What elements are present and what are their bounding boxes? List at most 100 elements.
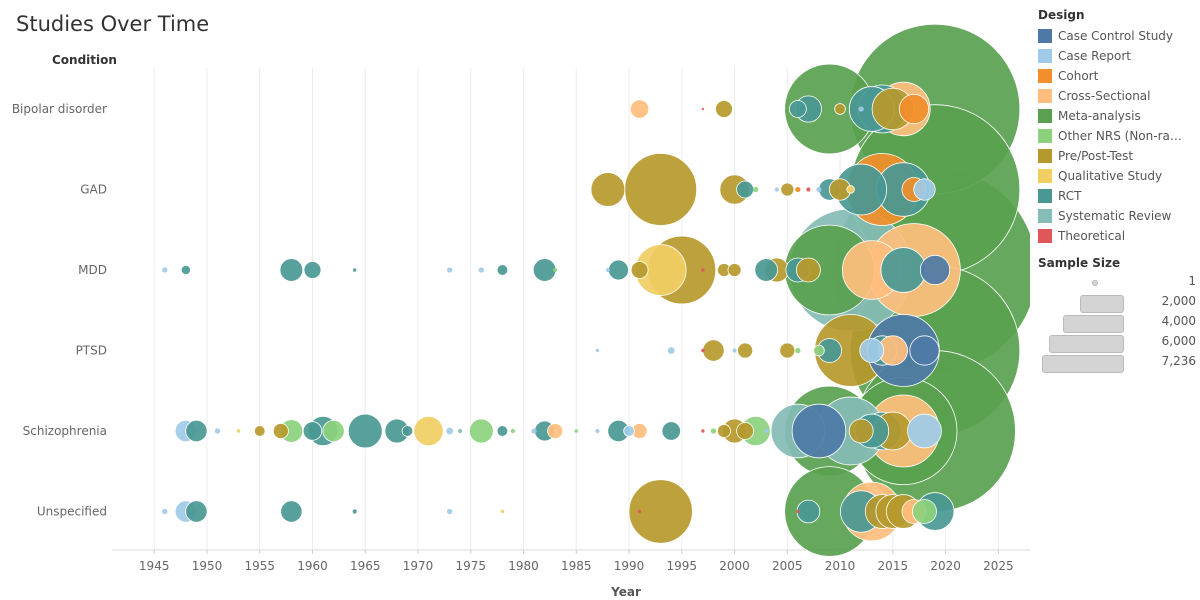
legend-item[interactable]: Systematic Review — [1038, 206, 1198, 226]
data-point — [919, 254, 951, 286]
data-point — [608, 259, 629, 281]
legend-item[interactable]: Theoretical — [1038, 226, 1198, 246]
x-tick-label: 1990 — [614, 559, 645, 573]
x-tick-label: 1970 — [403, 559, 434, 573]
data-point — [446, 508, 453, 515]
data-point — [302, 421, 323, 441]
legend-swatch — [1038, 209, 1052, 223]
scatter-plot: 1945 1950 1955 1960 1965 1970 1975 1980 1985 1990… — [12, 23, 1030, 599]
x-tick-label: 1945 — [139, 559, 170, 573]
data-point — [859, 338, 885, 363]
x-tick-label: 1955 — [244, 559, 275, 573]
legend-swatch — [1038, 29, 1052, 43]
x-tick-label: 1980 — [508, 559, 539, 573]
data-point — [898, 93, 930, 125]
size-legend-label: 1 — [1188, 274, 1196, 288]
size-legend-item: 7,236 — [1038, 352, 1198, 373]
data-point — [500, 509, 505, 514]
data-point — [752, 186, 759, 193]
chart-title: Studies Over Time — [16, 12, 210, 36]
x-tick-label: 1965 — [350, 559, 381, 573]
data-point — [532, 258, 557, 282]
legend-label: Theoretical — [1058, 229, 1126, 243]
size-legend-item: 4,000 — [1038, 312, 1198, 333]
data-point — [727, 263, 742, 277]
legend-swatch — [1038, 169, 1052, 183]
data-point — [185, 419, 208, 443]
size-legend-label: 7,236 — [1161, 354, 1196, 368]
data-point — [637, 509, 642, 514]
legend-item[interactable]: Qualitative Study — [1038, 166, 1198, 186]
data-point — [909, 335, 940, 366]
legend-item[interactable]: Case Control Study — [1038, 26, 1198, 46]
data-point — [907, 413, 942, 449]
data-point — [736, 422, 754, 440]
size-legend-item: 1 — [1038, 272, 1198, 292]
legend-item[interactable]: Meta-analysis — [1038, 106, 1198, 126]
data-point — [630, 261, 649, 279]
data-point — [834, 103, 846, 115]
data-point — [624, 153, 698, 226]
data-point — [764, 428, 769, 434]
data-point — [595, 348, 600, 353]
data-point — [623, 425, 635, 437]
data-point — [496, 425, 509, 437]
legend-item[interactable]: Other NRS (Non-rand.. — [1038, 126, 1198, 146]
legend-swatch — [1038, 89, 1052, 103]
size-legend-item: 2,000 — [1038, 292, 1198, 313]
data-point — [445, 426, 454, 436]
data-point — [303, 261, 322, 279]
legend-label: Meta-analysis — [1058, 109, 1141, 123]
data-point — [280, 500, 303, 523]
data-point — [468, 418, 494, 444]
size-legend-label: 6,000 — [1161, 334, 1196, 348]
legend-item[interactable]: Cross-Sectional — [1038, 86, 1198, 106]
data-point — [272, 423, 289, 439]
size-legend-shape — [1063, 315, 1124, 333]
legend-item[interactable]: Case Report — [1038, 46, 1198, 66]
data-point — [701, 268, 705, 272]
data-point — [446, 267, 453, 273]
data-point — [628, 479, 693, 544]
data-point — [478, 267, 484, 273]
legend-swatch — [1038, 189, 1052, 203]
legend-swatch — [1038, 49, 1052, 63]
legend-item[interactable]: RCT — [1038, 186, 1198, 206]
data-point — [352, 268, 357, 272]
data-point — [858, 106, 864, 112]
data-point — [846, 185, 855, 194]
data-point — [322, 419, 345, 443]
x-tick-label: 2005 — [772, 559, 803, 573]
x-tick-label: 1960 — [297, 559, 328, 573]
size-legend-label: 2,000 — [1161, 294, 1196, 308]
data-point — [531, 428, 537, 434]
data-point — [553, 267, 558, 273]
row-label: GAD — [80, 183, 107, 197]
data-point — [701, 429, 705, 433]
data-point — [590, 172, 626, 207]
row-header: Condition — [52, 53, 117, 67]
design-legend-list: Case Control Study Case Report Cohort Cross… — [1038, 26, 1198, 246]
data-point — [496, 264, 509, 276]
data-point — [574, 429, 578, 433]
legend-swatch — [1038, 129, 1052, 143]
legend-swatch — [1038, 69, 1052, 83]
x-tick-label: 2000 — [719, 559, 750, 573]
legend-item[interactable]: Cohort — [1038, 66, 1198, 86]
legend-label: Systematic Review — [1058, 209, 1172, 223]
data-point — [629, 99, 650, 119]
legend-swatch — [1038, 109, 1052, 123]
data-point — [701, 348, 705, 353]
data-point — [880, 247, 927, 293]
x-tick-label: 1995 — [667, 559, 698, 573]
data-point — [736, 180, 754, 199]
row-label: MDD — [78, 263, 107, 277]
row-label: Unspecified — [37, 505, 107, 519]
legend-panel: Design Case Control Study Case Report Coho… — [1038, 8, 1198, 373]
data-point — [401, 425, 414, 437]
legend-label: RCT — [1058, 189, 1082, 203]
data-point — [162, 267, 168, 273]
data-point — [813, 344, 825, 357]
size-legend-shape — [1049, 335, 1124, 353]
legend-item[interactable]: Pre/Post-Test — [1038, 146, 1198, 166]
